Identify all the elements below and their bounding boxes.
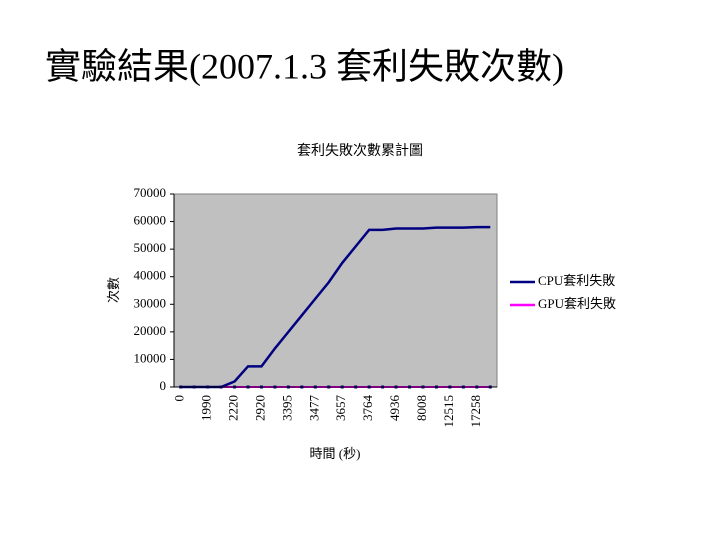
y-tick-label: 30000 (134, 295, 167, 310)
slide-title: 實驗結果(2007.1.3 套利失敗次數) (45, 46, 564, 86)
y-tick-label: 40000 (134, 268, 167, 283)
y-tick-label: 50000 (134, 240, 167, 255)
chart-title: 套利失敗次數累計圖 (297, 143, 423, 159)
x-tick-label: 2220 (226, 395, 241, 421)
y-tick-label: 0 (160, 378, 167, 393)
x-tick-label: 2920 (252, 395, 267, 421)
x-tick-label: 3764 (360, 395, 375, 422)
x-tick-label: 1990 (199, 395, 214, 421)
x-tick-label: 12515 (441, 395, 456, 428)
x-axis-label: 時間 (秒) (310, 446, 361, 461)
y-tick-label: 20000 (134, 323, 167, 338)
x-tick-label: 17258 (468, 395, 483, 428)
x-tick-label: 4936 (387, 395, 402, 422)
x-tick-label: 3395 (279, 395, 294, 421)
y-tick-label: 70000 (134, 185, 167, 200)
y-tick-label: 10000 (134, 350, 167, 365)
x-tick-label: 8008 (414, 395, 429, 421)
legend-box (506, 267, 631, 319)
x-tick-label: 3477 (306, 395, 321, 422)
legend-label: CPU套利失敗 (538, 273, 615, 288)
y-tick-label: 60000 (134, 213, 167, 228)
legend-label: GPU套利失敗 (538, 296, 616, 311)
series-line (180, 225, 491, 389)
y-axis-label: 次數 (106, 277, 121, 303)
x-tick-label: 3657 (333, 395, 348, 422)
plot-area (173, 193, 498, 388)
x-tick-label: 0 (172, 395, 187, 402)
